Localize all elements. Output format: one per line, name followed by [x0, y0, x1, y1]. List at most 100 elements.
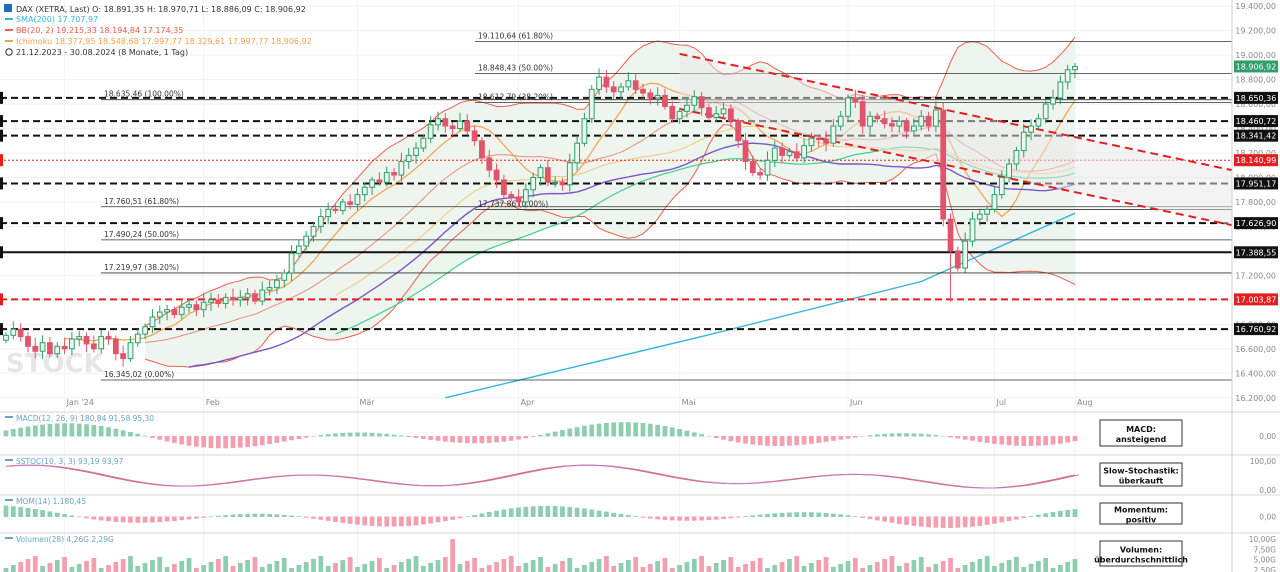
panel-bar: [962, 516, 968, 528]
candle-body: [537, 167, 544, 178]
panel-bar: [516, 436, 521, 440]
candle-body: [383, 172, 390, 183]
panel-bar: [552, 506, 558, 517]
panel-bar: [464, 516, 470, 517]
panel-bar: [420, 516, 426, 525]
candle-body: [32, 345, 39, 352]
volume-bar: [172, 564, 177, 572]
panel-bar: [508, 508, 514, 517]
candle-body: [156, 311, 163, 318]
volume-bar: [442, 557, 448, 572]
panel-bar: [618, 513, 624, 517]
panel-bar: [281, 436, 287, 442]
volume-bar: [625, 560, 631, 572]
panel-bar: [318, 516, 324, 520]
legend-bb: BB(20, 2) 19.215,33 18.194,84 17.174,35: [16, 26, 183, 35]
panel-bar: [706, 435, 712, 437]
key-level-marker: [0, 177, 3, 190]
candle-body: [867, 115, 873, 127]
cloud-fill: [335, 126, 1075, 334]
panel-bar: [896, 516, 902, 524]
panel-bar: [333, 433, 338, 437]
panel-y-tick: 0,00: [1259, 432, 1276, 441]
candle-body: [61, 345, 68, 350]
price-tag: [1234, 60, 1278, 73]
panel-bar: [852, 436, 858, 438]
panel-bar: [164, 436, 170, 442]
panel-bar: [955, 516, 961, 528]
panel-bar: [120, 516, 126, 523]
panel-bar: [355, 516, 360, 525]
panel-bar: [472, 514, 477, 517]
price-tag: [1234, 91, 1278, 104]
panel-bar: [76, 516, 82, 518]
panel-bar: [267, 436, 272, 445]
volume-bar: [106, 565, 111, 572]
panel-bar: [259, 436, 265, 446]
candle-body: [610, 86, 617, 93]
panel-bar: [582, 508, 587, 517]
candle-body: [779, 147, 786, 156]
panel-bar: [369, 432, 375, 437]
panel-bar: [179, 436, 185, 445]
candle-body: [559, 181, 566, 186]
y-tick-label: 16.200,00: [1235, 394, 1276, 403]
panel-bar: [984, 436, 990, 443]
panel-bar: [333, 516, 338, 522]
candle-body: [347, 201, 354, 205]
panel-bar: [10, 429, 16, 437]
candle-body: [83, 336, 90, 345]
volume-bar: [999, 563, 1005, 572]
panel-bar: [311, 436, 316, 437]
y-tick-label: 16.600,00: [1235, 345, 1276, 354]
panel-bar: [384, 516, 390, 527]
volume-bar: [91, 558, 97, 572]
panel-bar: [252, 513, 258, 517]
candle-body: [164, 309, 170, 313]
panel-y-tick: 7,50G: [1253, 545, 1276, 554]
volume-bar: [47, 563, 53, 572]
panel-bar: [604, 422, 609, 437]
candle-body: [508, 194, 515, 198]
panel-bar: [794, 512, 800, 517]
panel-bar: [76, 423, 82, 437]
panel-bar: [699, 434, 704, 437]
panel-bar: [457, 436, 463, 443]
panel-bar: [625, 422, 631, 437]
volume-bar: [223, 556, 229, 572]
panel-bar: [274, 436, 280, 443]
key-level-marker: [0, 154, 3, 167]
volume-bar: [1065, 562, 1071, 572]
volume-bar: [464, 561, 470, 572]
panel-bar: [62, 423, 67, 437]
panel-bar: [713, 436, 719, 439]
panel-bar: [377, 433, 382, 437]
candle-body: [815, 137, 822, 141]
volume-bar: [604, 556, 609, 572]
volume-bar: [867, 565, 873, 572]
candle-body: [947, 218, 954, 252]
volume-bar: [150, 560, 155, 572]
panel-bar: [1043, 436, 1049, 446]
volume-bar: [830, 567, 836, 572]
volume-bar: [611, 566, 617, 572]
volume-bar: [918, 557, 924, 572]
fib-label: 18.848,43 (50.00%): [478, 64, 553, 73]
volume-bar: [311, 559, 316, 572]
candle-body: [105, 336, 112, 340]
panel-bar: [186, 436, 192, 446]
candle-body: [303, 235, 310, 247]
panel-bar: [889, 516, 895, 523]
panel-bar: [918, 433, 924, 437]
panel-bar: [948, 516, 953, 528]
panel-bar: [787, 436, 792, 446]
panel-bar: [25, 507, 31, 517]
candle-body: [427, 124, 434, 139]
x-tick-label: Mai: [682, 398, 696, 407]
volume-bar: [1043, 558, 1049, 572]
volume-bar: [552, 564, 558, 572]
panel-bar: [1065, 509, 1071, 517]
candle-body: [47, 342, 53, 355]
volume-bar: [76, 564, 82, 572]
